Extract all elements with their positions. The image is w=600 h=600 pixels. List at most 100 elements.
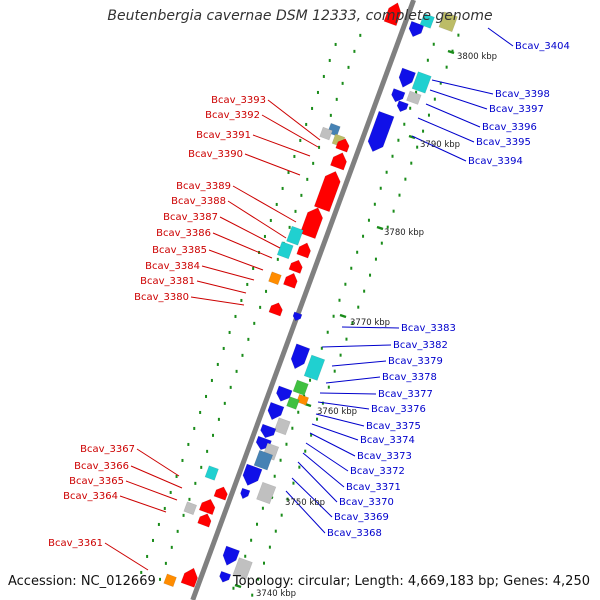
tick-dot [228,330,231,334]
forward-leader-line [267,99,321,141]
tick-dot [457,33,460,37]
gene-feature [267,401,285,421]
reverse-gene-label: Bcav_3372 [350,466,405,477]
forward-gene-label: Bcav_3361 [48,538,103,549]
tick-dot [181,458,184,462]
gene-feature [183,501,198,516]
tick-dot [391,154,394,158]
gene-feature [303,354,326,381]
forward-gene-label: Bcav_3386 [156,228,211,239]
forward-gene-label: Bcav_3388 [171,196,226,207]
gene-feature [283,272,298,289]
tick-dot [279,458,282,462]
forward-gene-label: Bcav_3380 [134,292,189,303]
tick-dot [163,506,166,510]
reverse-gene-label: Bcav_3375 [366,421,421,432]
gene-feature [319,126,333,141]
accession-text: Accession: NC_012669 [8,574,156,589]
forward-gene-label: Bcav_3365 [69,476,124,487]
tick-dot [244,554,247,558]
reverse-leader-line [487,27,514,47]
tick-dot [175,474,178,478]
tick-dot [164,561,167,565]
scale-dash [447,49,455,55]
gene-feature [240,487,251,500]
tick-dot [327,385,330,389]
forward-leader-line [125,480,178,501]
reverse-leader-line [431,79,494,95]
gene-feature [408,20,425,38]
scale-label: 3770 kbp [350,318,390,328]
tick-dot [320,346,323,350]
scale-ticks [140,33,460,597]
tick-dot [316,417,319,421]
tick-dot [427,113,430,117]
reverse-leader-line [302,452,345,488]
tick-dot [263,234,266,238]
tick-dot [223,401,226,405]
gene-feature [213,486,228,501]
reverse-gene-label: Bcav_3368 [327,528,382,539]
gene-feature [268,302,283,317]
tick-dot [398,193,401,197]
tick-dot [392,209,395,213]
tick-dot [409,106,412,110]
reverse-gene-label: Bcav_3398 [495,89,550,100]
gene-feature [286,396,300,410]
tick-dot [240,298,243,302]
tick-dot [359,33,362,37]
forward-gene-label: Bcav_3391 [196,130,251,141]
tick-dot [265,289,268,293]
forward-gene-label: Bcav_3364 [63,491,118,502]
tick-dot [293,154,296,158]
tick-dot [234,314,237,318]
reverse-gene-label: Bcav_3371 [346,482,401,493]
tick-dot [152,538,155,542]
tick-dot [294,209,297,213]
reverse-leader-line [429,89,488,110]
tick-dot [363,289,366,293]
tick-dot [338,298,341,302]
reverse-gene-label: Bcav_3374 [360,435,415,446]
tick-dot [410,161,413,165]
tick-dot [188,497,191,501]
tick-dot [362,234,365,238]
tick-dot [140,570,143,574]
tick-dot [433,97,436,101]
reverse-gene-label: Bcav_3377 [378,389,433,400]
scale-label: 3800 kbp [457,52,497,62]
tick-dot [216,362,219,366]
reverse-leader-line [291,477,333,518]
gene-feature [163,573,177,588]
forward-leader-line [119,495,167,513]
reverse-leader-line [325,376,381,384]
tick-dot [344,282,347,286]
reverse-gene-label: Bcav_3404 [515,41,570,52]
gene-feature [335,138,350,153]
scale-dash [408,134,416,140]
tick-dot [304,449,307,453]
tick-dot [285,442,288,446]
reverse-leader-line [411,135,467,162]
gene-feature [232,557,253,580]
tick-dot [306,177,309,181]
tick-dot [252,266,255,270]
tick-dot [329,113,332,117]
tick-dot [251,593,254,597]
tick-dot [350,266,353,270]
tick-dot [253,321,256,325]
gene-feature [276,385,293,402]
tick-dot [263,561,266,565]
tick-dot [426,58,429,62]
forward-leader-line [212,232,273,259]
gene-feature [313,171,341,213]
tick-dot [235,369,238,373]
gene-features [163,2,458,588]
scale-label: 3760 kbp [317,407,357,417]
tick-dot [206,449,209,453]
tick-dot [328,58,331,62]
tick-dot [332,314,335,318]
tick-dot [212,433,215,437]
reverse-leader-line [315,413,365,427]
